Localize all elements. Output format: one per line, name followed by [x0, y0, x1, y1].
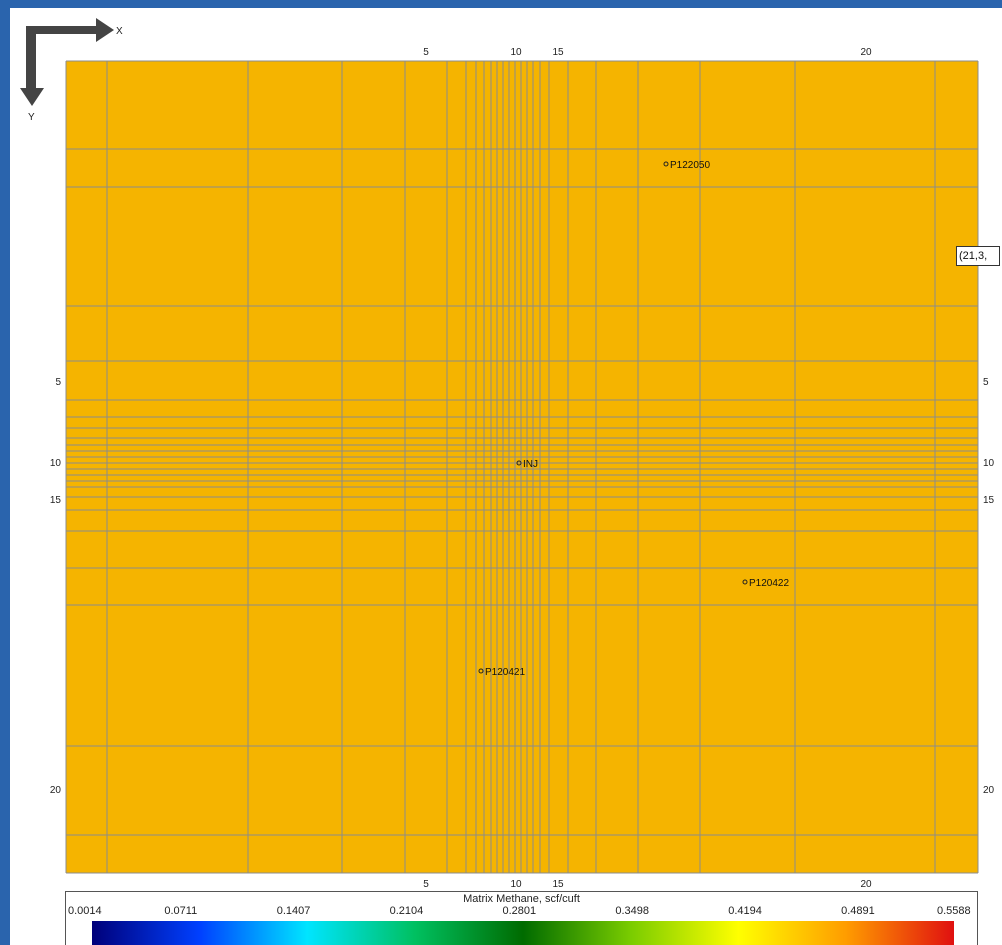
legend-colorbar	[92, 921, 954, 945]
well-icon	[478, 668, 484, 674]
x-tick-label: 5	[423, 879, 429, 890]
x-tick-labels-bottom: 5 10 15 20	[423, 879, 872, 890]
x-tick-label: 10	[510, 47, 522, 58]
well-label: INJ	[523, 459, 538, 470]
y-tick-label: 10	[50, 458, 62, 469]
legend-tick-labels: 0.0014 0.0711 0.1407 0.2104 0.2801 0.3498 0.41…	[66, 905, 977, 919]
y-tick-label: 20	[50, 785, 62, 796]
color-legend: Matrix Methane, scf/cuft 0.0014 0.0711 0.1…	[65, 891, 978, 945]
axis-orientation-indicator: X Y	[20, 18, 123, 123]
legend-tick-label: 0.0711	[164, 905, 198, 917]
legend-tick-label: 0.5588	[937, 905, 971, 917]
legend-tick-label: 0.2104	[389, 905, 424, 917]
grid-area[interactable]	[66, 61, 978, 873]
x-tick-label: 20	[860, 47, 872, 58]
y-tick-label: 15	[50, 495, 62, 506]
well-label: P120421	[485, 667, 525, 678]
y-axis-label: Y	[28, 112, 35, 123]
y-tick-labels-right: 5 10 15 20	[983, 377, 995, 796]
well-icon	[516, 460, 522, 466]
x-tick-label: 15	[552, 879, 564, 890]
well-label: P120422	[749, 578, 789, 589]
x-tick-label: 15	[552, 47, 564, 58]
cell-coordinate-tooltip: (21,3,	[956, 246, 1000, 266]
well-icon	[663, 161, 669, 167]
grid-view[interactable]: X Y 5 10 15 20 5 10 15 20 5 10 15 20 5 10 15 20 P122…	[10, 8, 1002, 945]
legend-tick-label: 0.2801	[502, 905, 537, 917]
well-inj[interactable]: INJ	[516, 459, 538, 470]
legend-tick-label: 0.0014	[68, 905, 102, 917]
map-panel: X Y 5 10 15 20 5 10 15 20 5 10 15 20 5 10 15 20 P122…	[10, 8, 1002, 945]
y-tick-label: 5	[55, 377, 61, 388]
y-tick-label: 5	[983, 377, 989, 388]
y-axis-arrow-icon	[20, 26, 44, 106]
legend-title: Matrix Methane, scf/cuft	[463, 893, 580, 905]
x-tick-labels-top: 5 10 15 20	[423, 47, 872, 58]
legend-tick-label: 0.4194	[728, 905, 762, 917]
well-label: P122050	[670, 160, 710, 171]
x-axis-arrow-icon	[26, 18, 114, 42]
well-p120421[interactable]: P120421	[478, 667, 525, 678]
well-icon	[742, 579, 748, 585]
y-tick-label: 20	[983, 785, 995, 796]
y-tick-label: 10	[983, 458, 995, 469]
x-tick-label: 20	[860, 879, 872, 890]
y-tick-labels-left: 5 10 15 20	[50, 377, 62, 796]
grid-lines	[65, 60, 979, 874]
well-p122050[interactable]: P122050	[663, 160, 710, 171]
well-markers: P122050 INJ P120422 P120421	[478, 160, 789, 678]
well-p120422[interactable]: P120422	[742, 578, 789, 589]
legend-tick-label: 0.4891	[841, 905, 875, 917]
legend-tick-label: 0.3498	[615, 905, 650, 917]
legend-tick-label: 0.1407	[276, 905, 311, 917]
x-tick-label: 10	[510, 879, 522, 890]
x-axis-label: X	[116, 26, 123, 37]
y-tick-label: 15	[983, 495, 995, 506]
x-tick-label: 5	[423, 47, 429, 58]
